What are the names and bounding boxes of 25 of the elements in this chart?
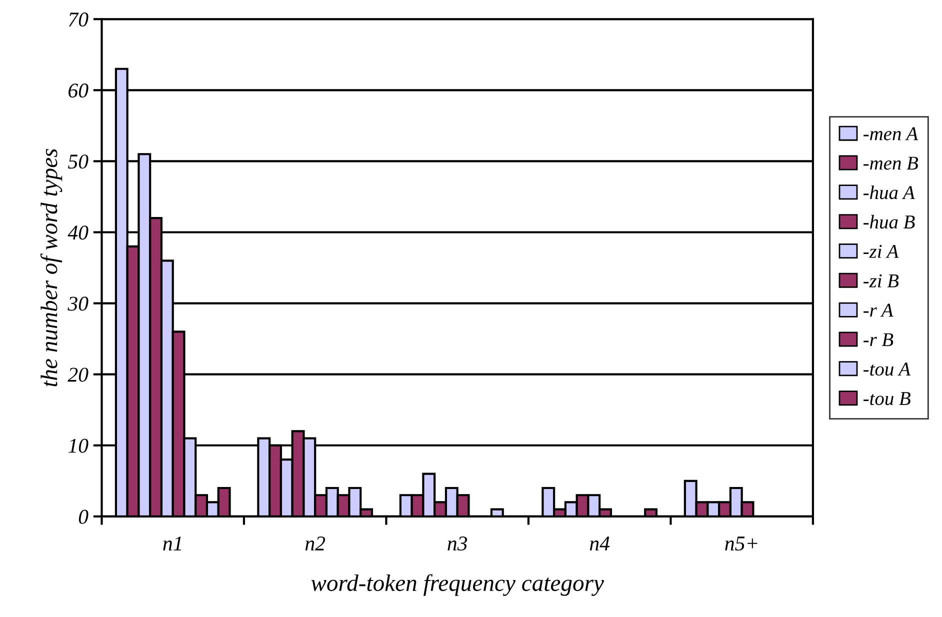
y-axis-title: the number of word types: [40, 148, 62, 386]
y-tick-label: 40: [68, 226, 88, 240]
x-tick-label: n3: [448, 536, 468, 551]
y-tick-label: 60: [68, 84, 88, 98]
y-tick-label: 50: [68, 154, 88, 169]
legend-label: -men A: [864, 127, 918, 140]
x-axis-title: word-token frequency category: [311, 574, 604, 596]
x-tick-label: n2: [305, 536, 326, 550]
legend-label: -tou B: [864, 392, 910, 406]
x-tick-label: n5+: [725, 536, 758, 551]
x-tick-label: n1: [163, 536, 182, 550]
legend-label: -zi A: [864, 244, 899, 258]
legend-label: -hua B: [864, 214, 915, 229]
legend-label: -r A: [864, 304, 894, 317]
legend-label: -tou A: [864, 362, 911, 376]
legend-label: -zi B: [864, 274, 899, 288]
y-tick-label: 0: [78, 510, 88, 524]
legend-label: -r B: [864, 333, 894, 346]
legend-label: -hua A: [864, 185, 915, 200]
y-tick-label: 10: [68, 438, 88, 453]
y-tick-label: 70: [68, 12, 88, 27]
legend-label: -men B: [864, 156, 918, 170]
y-tick-label: 20: [68, 368, 88, 382]
y-tick-label: 30: [68, 296, 88, 311]
x-tick-label: n4: [590, 536, 610, 550]
